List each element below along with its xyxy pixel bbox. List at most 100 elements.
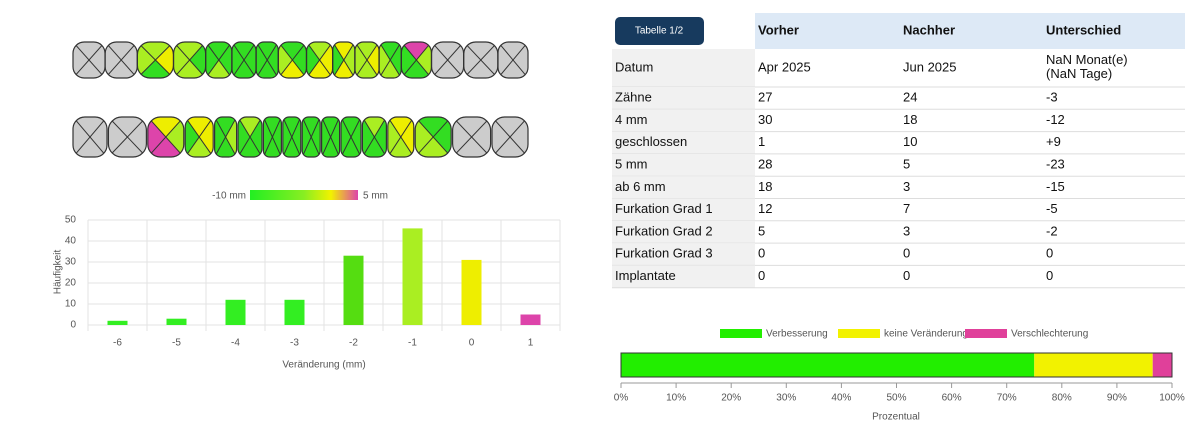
bar (343, 255, 364, 325)
tooth-part (73, 60, 105, 78)
table-cell: Datum (615, 59, 653, 74)
tooth-cross (415, 117, 452, 157)
tooth-part (341, 137, 361, 157)
tooth-outline (282, 116, 302, 158)
tooth-part (238, 117, 262, 137)
tooth-part (341, 117, 351, 157)
table-cell: Implantate (615, 268, 676, 283)
tooth-part (343, 42, 355, 78)
legend-swatch (838, 329, 880, 338)
table-header: Unterschied (1046, 22, 1121, 37)
tooth-outline (184, 116, 214, 158)
tooth-outline (387, 116, 415, 158)
tooth-cross (238, 117, 262, 157)
bar (402, 228, 423, 325)
tooth-part (321, 117, 331, 157)
table-cell: 18 (903, 112, 917, 127)
table-cell: 0 (1046, 268, 1053, 283)
tooth-part (387, 137, 414, 157)
tooth (238, 117, 262, 157)
tooth-part (147, 117, 184, 137)
tooth (332, 42, 355, 78)
tooth-part (108, 137, 147, 157)
table-cell: 0 (903, 246, 910, 261)
tooth-cross (362, 117, 387, 157)
tooth-part (401, 42, 417, 78)
tooth-part (302, 117, 321, 137)
table-cell: geschlossen (615, 134, 687, 149)
tooth-part (250, 117, 262, 157)
tooth-part (306, 42, 320, 78)
row-label-bg (612, 176, 755, 199)
tooth-part (355, 60, 379, 78)
table-cell: Apr 2025 (758, 59, 811, 74)
tooth-cross (108, 117, 147, 157)
tooth-part (185, 117, 214, 137)
row-label-bg (612, 87, 755, 110)
x-tick-label: 0 (469, 338, 475, 349)
table-cell: 24 (903, 90, 917, 105)
tooth-part (205, 42, 219, 78)
tooth (306, 42, 333, 78)
tooth-part (492, 117, 528, 137)
tooth (431, 42, 464, 78)
cell-line: (NaN Tage) (1046, 66, 1112, 81)
tooth-cross (492, 117, 528, 157)
y-tick-label: 40 (65, 236, 77, 247)
table-cell: 1 (758, 134, 765, 149)
table-cell: 0 (758, 268, 765, 283)
tooth-part (498, 60, 528, 78)
tooth (205, 42, 232, 78)
tooth-part (379, 60, 402, 78)
tooth-part (415, 117, 452, 137)
tooth-part (108, 117, 128, 157)
tooth-part (302, 137, 321, 157)
table-cell: 28 (758, 156, 772, 171)
tooth-part (155, 42, 174, 78)
tooth-cross (147, 117, 184, 157)
tooth (214, 117, 237, 157)
bar-segment (1152, 353, 1172, 377)
tooth-part (263, 117, 282, 137)
tooth (401, 42, 432, 78)
tooth-part (185, 137, 214, 157)
tooth-part (431, 42, 448, 78)
table-badge (615, 17, 704, 45)
row-label-bg (612, 198, 755, 221)
tooth-part (137, 42, 156, 78)
bar (461, 259, 482, 325)
tooth-part (374, 117, 387, 157)
scale-max: 5 mm (363, 191, 388, 202)
table-cell: 30 (758, 112, 772, 127)
tooth-part (510, 117, 528, 157)
tooth-part (447, 42, 464, 78)
x-tick-label: 10% (666, 393, 686, 404)
tooth-part (379, 42, 402, 60)
tooth (185, 117, 214, 157)
tooth-cross (306, 42, 333, 78)
legend-label: Verschlechterung (1011, 329, 1088, 340)
table-cell: -2 (1046, 223, 1058, 238)
row-label-bg (612, 131, 755, 154)
table-cell: 3 (903, 223, 910, 238)
x-tick-label: 0% (614, 393, 629, 404)
tooth-part (302, 117, 312, 157)
tooth-part (367, 42, 379, 78)
tooth-part (400, 117, 414, 157)
tooth-cross (263, 117, 282, 157)
tooth-cross (387, 117, 414, 157)
tooth (498, 42, 528, 78)
y-tick-label: 10 (65, 299, 77, 310)
tooth-part (238, 137, 262, 157)
tooth-cross (431, 42, 464, 78)
tooth-cross (105, 42, 138, 78)
tooth-part (433, 117, 452, 157)
tooth (415, 117, 452, 157)
tooth-part (238, 117, 250, 157)
tooth-part (147, 117, 166, 157)
table-cell: 5 (758, 223, 765, 238)
tooth-cross (282, 117, 301, 157)
tooth-part (73, 117, 90, 157)
